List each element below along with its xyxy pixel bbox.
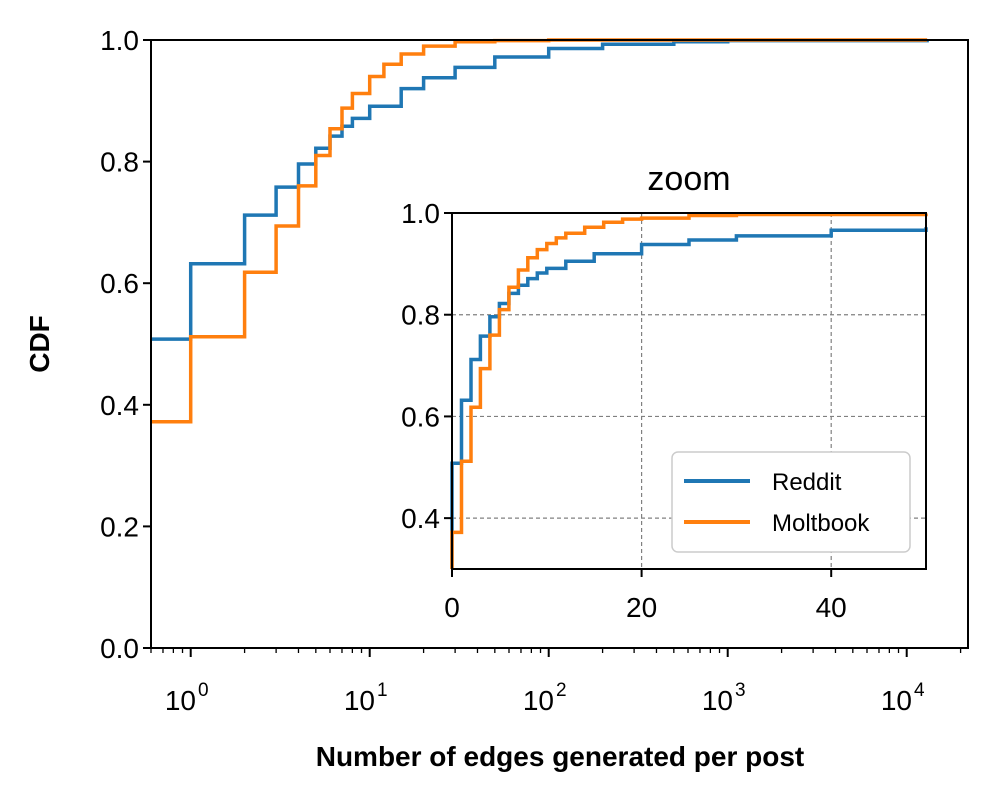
main-y-tick-label: 1.0 (100, 25, 139, 56)
inset-x-tick-label: 0 (444, 592, 460, 623)
main-y-tick-label: 0.2 (100, 511, 139, 542)
inset-line-moltbook (450, 212, 928, 569)
main-y-tick-label: 0.6 (100, 268, 139, 299)
inset-title: zoom (647, 160, 730, 198)
inset-y-tick-label: 0.4 (401, 503, 440, 534)
main-x-tick-label: 10 4 (881, 680, 925, 716)
x-axis-label: Number of edges generated per post (316, 741, 805, 772)
main-y-tick-label: 0.8 (100, 147, 139, 178)
legend-label-moltbook: Moltbook (772, 510, 870, 537)
inset-line-reddit (450, 227, 928, 569)
inset-x-tick-label: 20 (626, 592, 657, 623)
inset-x-tick-label: 40 (816, 592, 847, 623)
inset-x-ticks: 0 20 40 (444, 569, 847, 623)
legend-box (671, 451, 911, 553)
main-line-moltbook (151, 38, 928, 424)
main-x-tick-label: 10 2 (523, 680, 567, 716)
inset-y-ticks: 0.4 0.6 0.8 1.0 (401, 198, 452, 534)
inset-frame (451, 212, 927, 570)
main-plot: 10 0 10 1 10 2 10 3 10 4 0.0 0.2 0.4 0.6 0.8 1.0 (100, 25, 969, 716)
inset-y-tick-label: 0.8 (401, 300, 440, 331)
inset-y-tick-label: 0.6 (401, 401, 440, 432)
main-y-tick-label: 0.4 (100, 390, 139, 421)
main-series-lines (151, 38, 929, 424)
main-x-tick-label: 10 1 (344, 680, 388, 716)
inset-y-tick-label: 1.0 (401, 198, 440, 229)
y-axis-label: CDF (24, 315, 55, 373)
main-y-tick-label: 0.0 (100, 633, 139, 664)
main-x-tick-label: 10 3 (702, 680, 746, 716)
inset-zoom-plot: 0 20 40 0.4 0.6 0.8 1.0 zoom Reddit Moltbook (401, 160, 928, 623)
main-line-reddit (151, 38, 929, 341)
legend-label-reddit: Reddit (772, 469, 842, 496)
main-y-ticks: 0.0 0.2 0.4 0.6 0.8 1.0 (100, 25, 151, 664)
main-x-ticks: 10 0 10 1 10 2 10 3 10 4 (150, 648, 962, 716)
inset-series-lines (450, 212, 928, 569)
legend: Reddit Moltbook (671, 451, 911, 553)
main-x-tick-label: 10 0 (165, 680, 209, 716)
main-plot-frame (150, 39, 969, 649)
